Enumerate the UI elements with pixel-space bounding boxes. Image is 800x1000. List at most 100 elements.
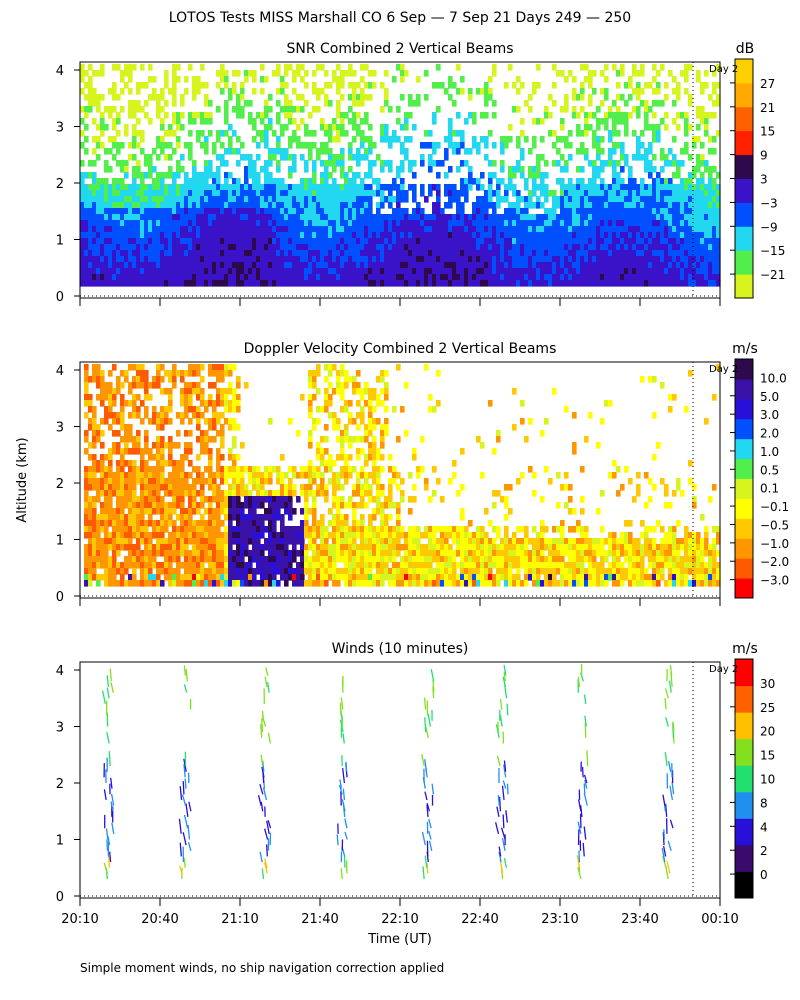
velocity-cell xyxy=(100,484,105,491)
snr-cell xyxy=(112,124,117,131)
snr-cell xyxy=(564,226,569,233)
snr-cell xyxy=(520,226,525,233)
velocity-cell xyxy=(236,562,241,569)
velocity-cell xyxy=(84,400,89,407)
snr-cell xyxy=(540,214,545,221)
snr-cell xyxy=(484,244,489,251)
snr-cell xyxy=(224,250,229,257)
snr-cell xyxy=(640,190,645,197)
velocity-cell xyxy=(140,496,145,503)
snr-cell xyxy=(660,232,665,239)
snr-cell xyxy=(348,202,353,209)
snr-cell xyxy=(560,220,565,227)
velocity-cell xyxy=(172,550,177,557)
snr-cell xyxy=(408,268,413,275)
velocity-cell xyxy=(240,520,245,527)
velocity-cell xyxy=(192,526,197,533)
velocity-cell xyxy=(140,376,145,383)
snr-cell xyxy=(704,196,709,203)
snr-cell xyxy=(588,100,593,107)
snr-cell xyxy=(656,178,661,185)
snr-cell xyxy=(588,184,593,191)
snr-cell xyxy=(688,196,693,203)
snr-cell xyxy=(252,214,257,221)
snr-cell xyxy=(148,226,153,233)
snr-cell xyxy=(240,250,245,257)
snr-cell xyxy=(300,226,305,233)
velocity-cell xyxy=(172,466,177,473)
velocity-cell xyxy=(128,460,133,467)
snr-cell xyxy=(648,262,653,269)
velocity-cell xyxy=(216,580,221,587)
snr-cell xyxy=(564,166,569,173)
velocity-cell xyxy=(208,382,213,389)
velocity-cell xyxy=(168,400,173,407)
snr-cell xyxy=(676,166,681,173)
snr-cell xyxy=(268,280,273,287)
snr-cell xyxy=(212,142,217,149)
velocity-cell xyxy=(220,466,225,473)
snr-cell xyxy=(380,202,385,209)
snr-cell xyxy=(244,190,249,197)
snr-cell xyxy=(556,256,561,263)
snr-cell xyxy=(404,268,409,275)
snr-cell xyxy=(104,184,109,191)
snr-cell xyxy=(616,250,621,257)
snr-cell xyxy=(512,184,517,191)
snr-cell xyxy=(524,184,529,191)
snr-cell xyxy=(628,166,633,173)
snr-cell xyxy=(580,202,585,209)
snr-cell xyxy=(228,88,233,95)
snr-cell xyxy=(664,274,669,281)
snr-cell xyxy=(116,280,121,287)
snr-cell xyxy=(224,172,229,179)
snr-cell xyxy=(420,262,425,269)
snr-cell xyxy=(668,256,673,263)
snr-cell xyxy=(156,202,161,209)
snr-cell xyxy=(96,208,101,215)
snr-cell xyxy=(468,262,473,269)
velocity-cell xyxy=(192,496,197,503)
snr-cell xyxy=(636,106,641,113)
velocity-cell xyxy=(160,364,165,371)
snr-cell xyxy=(136,280,141,287)
snr-cell xyxy=(688,190,693,197)
snr-cell xyxy=(452,184,457,191)
snr-cell xyxy=(176,160,181,167)
velocity-cell xyxy=(176,484,181,491)
snr-cell xyxy=(480,256,485,263)
velocity-cell xyxy=(200,436,205,443)
snr-cell xyxy=(328,100,333,107)
snr-cell xyxy=(432,202,437,209)
velocity-cell xyxy=(208,526,213,533)
snr-cell xyxy=(232,250,237,257)
snr-cell xyxy=(436,184,441,191)
velocity-cell xyxy=(92,442,97,449)
snr-cell xyxy=(380,130,385,137)
velocity-cell xyxy=(180,496,185,503)
velocity-cell xyxy=(208,394,213,401)
snr-cell xyxy=(396,118,401,125)
snr-cell xyxy=(372,178,377,185)
snr-cell xyxy=(296,214,301,221)
snr-cell xyxy=(152,148,157,155)
velocity-cell xyxy=(96,478,101,485)
snr-cell xyxy=(228,94,233,101)
snr-cell xyxy=(288,196,293,203)
snr-cell xyxy=(144,274,149,281)
snr-cell xyxy=(312,106,317,113)
snr-cell xyxy=(680,184,685,191)
velocity-cell xyxy=(220,562,225,569)
velocity-cell xyxy=(212,496,217,503)
snr-cell xyxy=(592,208,597,215)
snr-cell xyxy=(672,172,677,179)
snr-cell xyxy=(116,208,121,215)
velocity-cell xyxy=(188,520,193,527)
velocity-cell xyxy=(116,562,121,569)
snr-cell xyxy=(468,238,473,245)
snr-cell xyxy=(152,256,157,263)
snr-cell xyxy=(80,280,85,287)
snr-cell xyxy=(700,280,705,287)
snr-cell xyxy=(596,208,601,215)
snr-cell xyxy=(576,256,581,263)
